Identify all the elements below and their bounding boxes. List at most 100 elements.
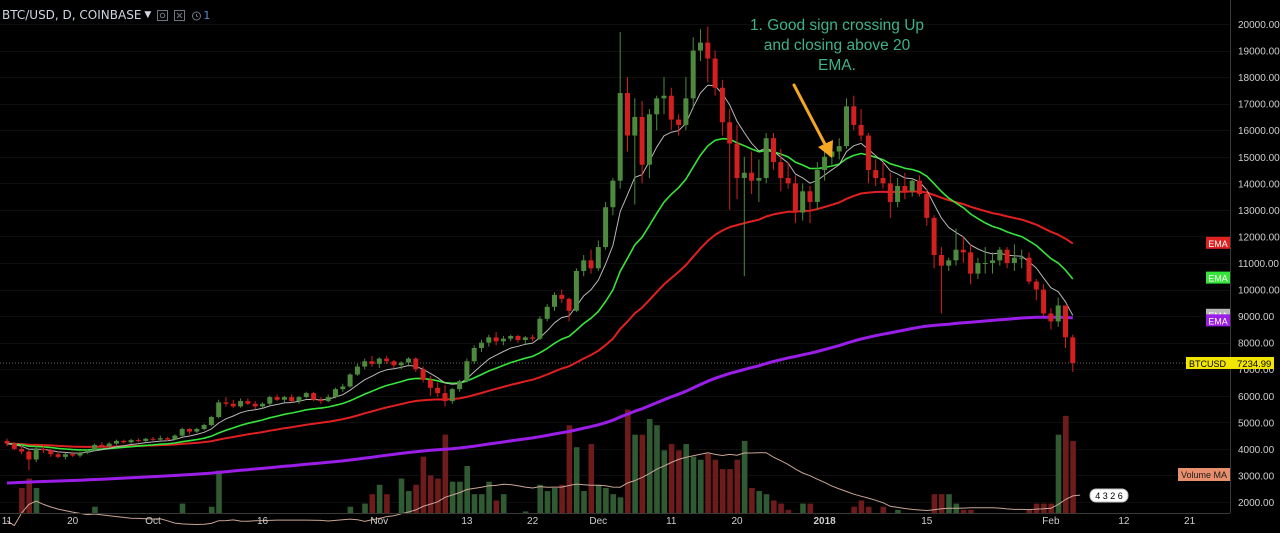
candle	[99, 442, 105, 448]
candle-body	[625, 93, 630, 136]
candle	[1070, 334, 1076, 372]
price-label-symbol: BTCUSD	[1189, 359, 1227, 369]
volume-bar	[500, 494, 507, 513]
candle	[493, 332, 499, 346]
candle-body	[128, 440, 134, 443]
volume-bar	[712, 459, 719, 513]
volume-bar	[880, 506, 887, 513]
candle	[303, 391, 309, 399]
candle	[201, 423, 207, 431]
symbol-title[interactable]: BTC/USD, D, COINBASE	[2, 8, 142, 22]
candle	[106, 442, 112, 448]
candle	[895, 178, 901, 208]
candle-body	[457, 381, 463, 390]
candle	[917, 175, 922, 197]
volume-bar	[668, 444, 675, 513]
candle	[172, 434, 178, 441]
candle	[281, 395, 287, 403]
candle	[552, 292, 557, 311]
volume-bar	[865, 506, 872, 513]
candle-body	[1048, 313, 1054, 322]
candle-body	[639, 116, 645, 165]
candle	[464, 358, 470, 383]
candle-body	[99, 444, 105, 447]
candle-body	[690, 50, 696, 99]
candle-body	[851, 106, 857, 125]
candle	[865, 132, 871, 184]
time-tick-label: Oct	[145, 516, 161, 527]
candle-body	[895, 185, 901, 202]
price-label-box	[1186, 356, 1274, 369]
candle	[289, 394, 295, 403]
candle-body	[814, 170, 820, 202]
price-axis[interactable]: 2000.00 3000.00 4000.00 5000.00 6000.00 7000.…	[1238, 20, 1280, 509]
ema-price-label[interactable]: EMA	[1206, 236, 1230, 249]
time-tick-label: 13	[461, 516, 473, 527]
candle-body	[201, 424, 207, 429]
close-icon[interactable]	[174, 9, 186, 21]
price-tick-label: 3000.00	[1238, 471, 1275, 482]
candle-body	[165, 438, 171, 440]
candle	[135, 438, 141, 443]
candle	[187, 428, 192, 435]
candle	[457, 379, 463, 392]
candle	[617, 31, 623, 189]
annotation-line: EMA.	[818, 57, 856, 74]
candle-body	[187, 428, 192, 432]
price-tick-label: 10000.00	[1238, 286, 1280, 297]
candle-body	[917, 180, 922, 194]
volume-bar	[369, 494, 376, 513]
candle	[1048, 308, 1054, 330]
candle-body	[946, 260, 952, 266]
candle	[880, 162, 886, 189]
price-tick-label: 2000.00	[1238, 498, 1275, 509]
ema-price-label[interactable]: EMA	[1206, 271, 1230, 284]
candle-body	[785, 178, 791, 184]
current-price-label[interactable]: BTCUSD 7234.99	[1186, 356, 1274, 370]
ema-200-line	[6, 315, 1073, 485]
candle	[55, 451, 61, 459]
candle	[150, 436, 156, 441]
volume-ma-label[interactable]: Volume MA	[1178, 468, 1230, 481]
time-axis[interactable]: 11 20 Oct 16 Nov 13 22 Dec 11 20 2018 15 Feb 12 21	[2, 516, 1196, 527]
time-tick-label: 22	[527, 516, 539, 527]
candle-body	[573, 270, 579, 311]
volume-bar	[26, 478, 32, 513]
volume-bar	[566, 425, 573, 513]
volume-bar	[398, 478, 405, 513]
candle	[719, 79, 725, 136]
candle	[668, 87, 674, 131]
settings-icon[interactable]	[157, 9, 169, 21]
candle-body	[734, 143, 740, 179]
candle-body	[1055, 305, 1061, 322]
candle	[734, 124, 740, 200]
candle-body	[486, 337, 492, 343]
candle	[756, 159, 762, 202]
candle	[420, 366, 426, 383]
candle	[33, 446, 39, 463]
time-tick-label: 16	[257, 516, 269, 527]
price-tick-label: 12000.00	[1238, 232, 1280, 243]
candle	[216, 399, 222, 419]
candle	[84, 448, 90, 455]
time-tick-label: Dec	[589, 516, 607, 527]
candle-body	[566, 298, 572, 311]
candle-body	[727, 122, 733, 144]
candle-body	[179, 428, 185, 436]
volume-bar	[522, 511, 529, 513]
price-tick-label: 9000.00	[1238, 312, 1275, 323]
chevron-down-icon[interactable]: ▼	[144, 10, 152, 20]
ema-price-label[interactable]: EMA	[1206, 314, 1230, 327]
volume-ma-line	[6, 452, 1081, 527]
alarm-clock-icon[interactable]	[191, 10, 202, 21]
candle-body	[114, 440, 119, 444]
candle-body	[559, 294, 565, 299]
candle-body	[909, 180, 915, 192]
price-tick-label: 20000.00	[1238, 20, 1280, 31]
candle	[990, 252, 995, 274]
candle	[376, 357, 382, 368]
candle	[4, 438, 10, 447]
candle	[398, 361, 404, 370]
annotation-arrow-head	[818, 140, 833, 158]
